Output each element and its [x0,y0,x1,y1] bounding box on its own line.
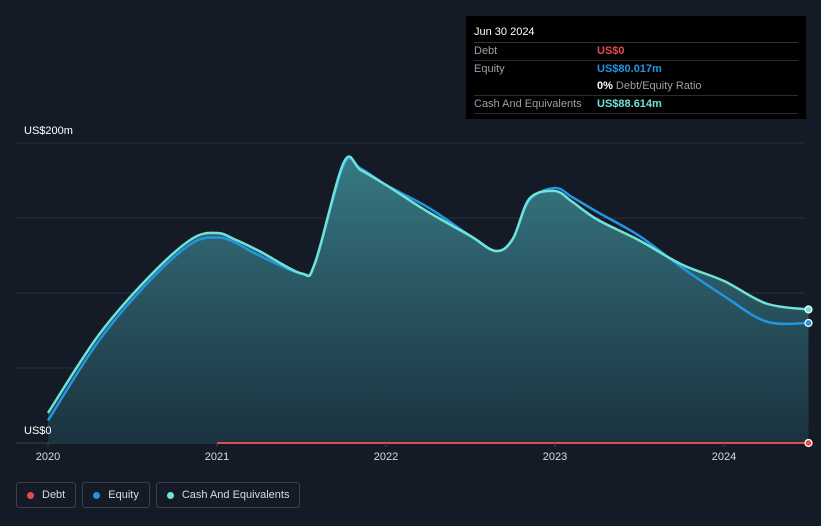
tooltip-cash-row: Cash And Equivalents US$88.614m [474,96,798,114]
tooltip-debt-value: US$0 [597,45,625,57]
cash-and-equivalents-end-marker [804,305,813,314]
x-tick-label-2021: 2021 [205,451,229,463]
legend-item-equity[interactable]: Equity [82,482,150,508]
equity-line [46,157,809,422]
series-lines [46,155,809,444]
x-tick-label-2022: 2022 [374,451,398,463]
legend: Debt Equity Cash And Equivalents [16,482,301,508]
legend-equity-label: Equity [108,489,139,501]
tooltip-ratio-label: Debt/Equity Ratio [615,80,702,92]
tooltip-debt-label: Debt [474,45,498,57]
tooltip-ratio-spacer [474,78,597,95]
legend-debt-label: Debt [42,489,66,501]
tooltip-equity-row: Equity US$80.017m [474,61,798,78]
tooltip-equity-value: US$80.017m [597,63,662,75]
legend-cash-label: Cash And Equivalents [181,489,290,501]
tooltip-date: Jun 30 2024 [474,22,798,43]
tooltip-panel: Jun 30 2024 Debt US$0 Equity US$80.017m … [466,16,806,119]
tooltip-equity-label: Equity [474,63,505,75]
y-axis-bottom-label: US$0 [24,425,52,437]
area-fill [48,156,809,443]
y-axis-top-label: US$200m [24,125,73,137]
cash-area-fill [48,156,809,443]
x-tick-label-2020: 2020 [36,451,60,463]
equity-end-marker [804,318,813,328]
cash-and-equivalents-line [46,155,809,414]
tooltip-cash-label: Cash And Equivalents [474,98,582,110]
end-markers [804,305,813,448]
debt-end-marker [804,438,813,448]
tooltip-debt-row: Debt US$0 [474,43,798,61]
legend-item-debt[interactable]: Debt [16,482,77,508]
tooltip-cash-value: US$88.614m [597,98,662,110]
x-tick-label-2024: 2024 [712,451,736,463]
tooltip-ratio-row: 0% Debt/Equity Ratio [474,78,798,96]
cash-dot-icon [166,491,174,499]
x-tick-label-2023: 2023 [543,451,567,463]
legend-item-cash[interactable]: Cash And Equivalents [155,482,301,508]
debt-dot-icon [27,491,34,499]
tooltip-ratio-value: 0% [597,80,613,92]
equity-dot-icon [93,491,101,499]
x-axis-ticks: 2020 2021 2022 2023 2024 [36,443,736,463]
